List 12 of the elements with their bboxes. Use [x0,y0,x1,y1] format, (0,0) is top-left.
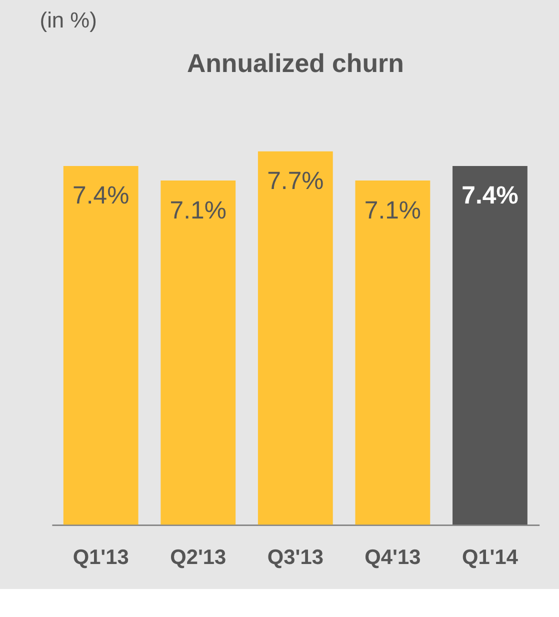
x-tick-label: Q1'13 [72,546,129,570]
data-label: 7.7% [267,167,324,196]
data-label: 7.4% [72,182,130,210]
x-tick-label: Q1'14 [462,546,518,570]
x-tick-label: Q3'13 [267,546,324,570]
chart-title: Annualized churn [186,50,404,78]
x-tick-label: Q2'13 [170,546,226,570]
data-label: 7.4% [462,182,518,210]
data-label: 7.1% [170,196,226,224]
text: (in %) [40,7,97,32]
data-label: 7.1% [364,196,422,224]
x-tick-label: Q4'13 [364,546,421,570]
